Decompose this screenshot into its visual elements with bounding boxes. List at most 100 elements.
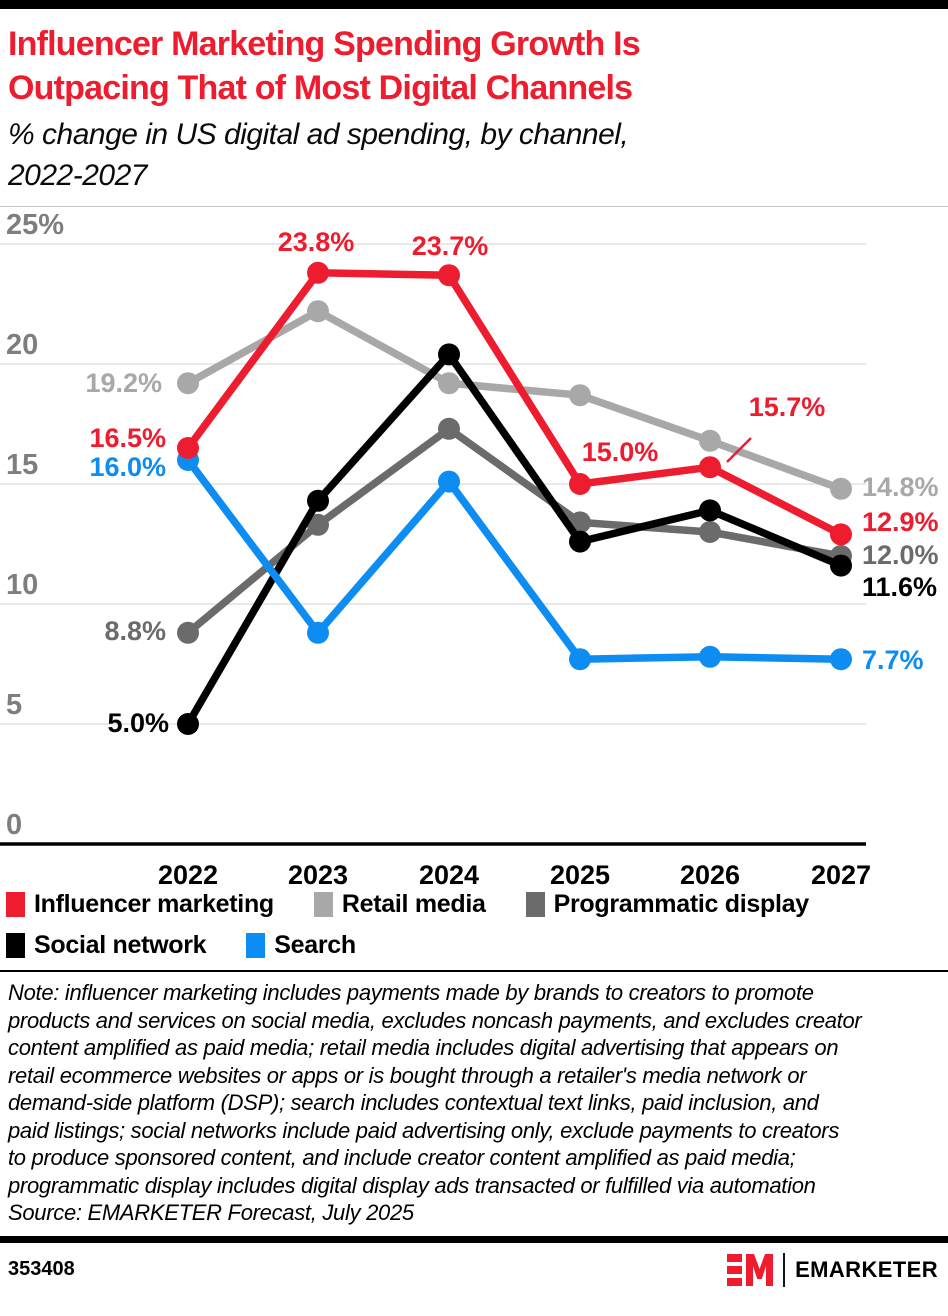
data-point xyxy=(830,477,852,500)
legend-item-retail-media: Retail media xyxy=(313,890,486,919)
legend-label: Social network xyxy=(34,931,207,959)
note-line: demand-side platform (DSP); search inclu… xyxy=(8,1090,819,1115)
legend-label: Influencer marketing xyxy=(34,890,274,918)
data-label: 23.8% xyxy=(278,227,355,257)
y-tick-label: 10 xyxy=(6,569,38,601)
legend-label: Retail media xyxy=(341,890,486,918)
x-axis-labels: 2022 2023 2024 2025 2026 2027 xyxy=(158,860,871,890)
annotation-leader-line xyxy=(726,437,752,463)
data-point xyxy=(438,343,460,366)
data-label: 16.5% xyxy=(89,423,166,453)
data-label: 15.0% xyxy=(582,437,659,467)
data-labels: 16.5% 23.8% 23.7% 15.0% 15.7% 12.9% 19.2% 14.8%… xyxy=(85,227,938,738)
data-label: 19.2% xyxy=(85,368,162,398)
data-point xyxy=(177,372,199,395)
data-point xyxy=(569,530,591,553)
y-tick-label: 5 xyxy=(6,689,22,721)
note-line: content amplified as paid media; retail … xyxy=(8,1035,839,1060)
data-point xyxy=(569,384,591,407)
chart-note: Note: influencer marketing includes paym… xyxy=(0,972,948,1227)
legend-item-social-network: Social network xyxy=(6,931,207,960)
top-bar xyxy=(0,0,948,9)
data-point xyxy=(830,523,852,546)
data-label: 11.6% xyxy=(862,572,937,602)
footer: 353408 EMARKETER xyxy=(0,1243,948,1287)
y-tick-label: 25% xyxy=(6,209,64,241)
chart-legend: Influencer marketing Retail media Programm… xyxy=(0,890,948,970)
series-line-social-network xyxy=(177,343,852,735)
footer-bar xyxy=(0,1235,948,1243)
note-line: Note: influencer marketing includes paym… xyxy=(8,980,814,1005)
data-label: 12.9% xyxy=(862,507,939,537)
logo-separator xyxy=(783,1252,786,1287)
chart-id: 353408 xyxy=(8,1258,75,1280)
data-label: 12.0% xyxy=(862,540,939,570)
page-title-line-1: Influencer Marketing Spending Growth Is xyxy=(8,25,641,63)
data-label: 8.8% xyxy=(104,616,166,646)
note-line: paid listings; social networks include p… xyxy=(8,1117,840,1143)
note-line: retail ecommerce websites or apps or is … xyxy=(8,1062,807,1088)
data-point xyxy=(307,489,329,512)
data-point xyxy=(177,621,199,644)
legend-swatch xyxy=(525,892,545,917)
legend-swatch xyxy=(6,933,25,958)
data-label: 23.7% xyxy=(412,231,489,261)
data-point xyxy=(699,499,721,522)
legend-item-search: Search xyxy=(246,931,356,960)
data-point xyxy=(830,554,852,577)
data-point xyxy=(830,648,852,671)
data-point xyxy=(438,372,460,395)
chart-subtitle: % change in US digital ad spending, by c… xyxy=(8,114,940,196)
data-point xyxy=(438,264,460,287)
y-tick-label: 0 xyxy=(6,809,22,841)
series-path xyxy=(186,306,843,493)
grid-lines xyxy=(0,243,866,846)
chart-subtitle-line-1: % change in US digital ad spending, by c… xyxy=(8,118,629,151)
series-path xyxy=(184,348,843,726)
brand-name: EMARKETER xyxy=(795,1256,938,1282)
x-tick-label: 2024 xyxy=(419,860,479,890)
data-point xyxy=(699,429,721,452)
data-point xyxy=(699,645,721,668)
line-chart: 25% 20 15 10 5 0 2022 2023 2024 2025 2026 2027 16.5%… xyxy=(0,209,939,890)
series-line-influencer-marketing xyxy=(177,261,852,546)
x-tick-label: 2023 xyxy=(288,860,348,890)
source-line: Source: EMARKETER Forecast, July 2025 xyxy=(8,1200,414,1225)
data-point xyxy=(307,621,329,644)
note-line: programmatic display includes digital di… xyxy=(8,1172,816,1198)
page-title-line-2: Outpacing That of Most Digital Channels xyxy=(8,69,633,107)
title-divider xyxy=(0,206,948,207)
data-point xyxy=(307,300,329,323)
data-label: 5.0% xyxy=(107,708,169,738)
legend-label: Programmatic display xyxy=(553,890,810,918)
note-line: products and services on social media, e… xyxy=(8,1007,862,1033)
data-label: 15.7% xyxy=(749,392,826,422)
series-path xyxy=(185,457,842,663)
emarketer-logo: EMARKETER xyxy=(727,1252,938,1287)
x-tick-label: 2025 xyxy=(550,860,610,890)
data-point xyxy=(438,470,460,493)
note-line: to produce sponsored content, and includ… xyxy=(8,1145,796,1170)
y-tick-label: 15 xyxy=(6,449,38,481)
data-point xyxy=(177,713,199,735)
data-point xyxy=(699,521,721,543)
data-label: 14.8% xyxy=(862,472,939,502)
x-tick-label: 2026 xyxy=(680,860,740,890)
chart-subtitle-line-2: 2022-2027 xyxy=(8,159,147,192)
y-tick-label: 20 xyxy=(6,329,38,361)
series-line-retail-media xyxy=(177,300,852,500)
em-monogram-icon xyxy=(727,1253,774,1286)
data-point xyxy=(569,648,591,671)
data-label: 7.7% xyxy=(862,645,924,675)
legend-swatch xyxy=(246,933,266,958)
x-tick-label: 2027 xyxy=(811,860,871,890)
note-divider xyxy=(0,970,948,972)
legend-item-influencer-marketing: Influencer marketing xyxy=(6,890,274,919)
data-point xyxy=(177,437,199,459)
page-title: Influencer Marketing Spending Growth Is … xyxy=(8,22,940,110)
series-path xyxy=(185,424,842,636)
legend-swatch xyxy=(313,892,333,917)
data-label: 16.0% xyxy=(89,452,166,482)
series-path xyxy=(184,269,843,538)
legend-label: Search xyxy=(274,931,356,959)
